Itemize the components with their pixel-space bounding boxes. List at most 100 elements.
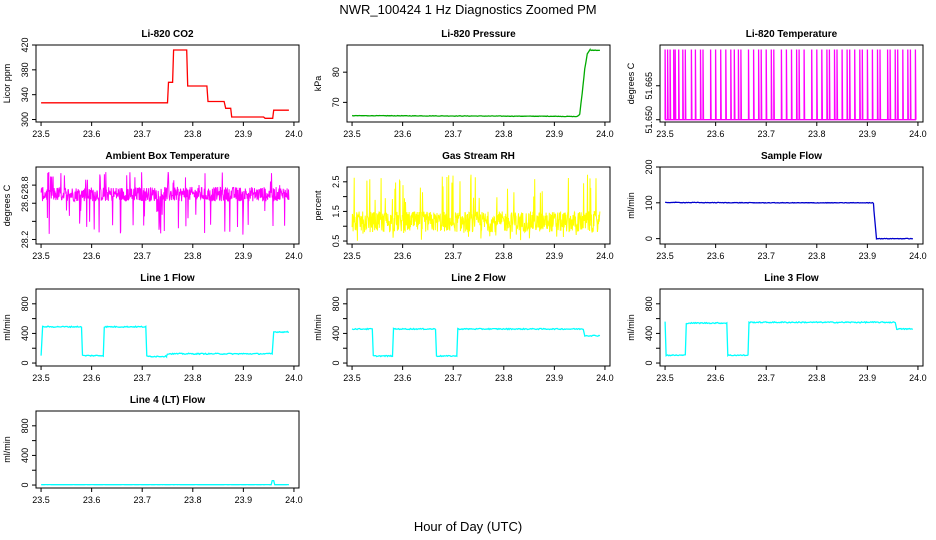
y-tick-label: 51.665 (644, 72, 654, 100)
series-line-pressure (351, 47, 600, 118)
x-tick-label: 23.6 (707, 373, 725, 383)
y-tick-label: 800 (644, 296, 654, 311)
plot-frame-co2 (35, 44, 300, 123)
y-axis-label-temperature: degrees C (626, 62, 636, 104)
series-line-line2 (351, 327, 601, 358)
x-tick-label: 23.9 (546, 129, 564, 139)
x-tick-label: 23.9 (859, 251, 877, 261)
x-tick-label: 23.8 (808, 373, 826, 383)
y-tick-label: 420 (20, 37, 30, 52)
y-tick-label: 2.5 (331, 176, 341, 189)
plot-frame-line1 (35, 288, 300, 367)
plot-frame-line4 (35, 410, 300, 489)
y-tick-label: 0 (331, 361, 341, 366)
x-tick-label: 23.7 (757, 373, 775, 383)
y-tick-label: 1.5 (331, 205, 341, 218)
x-tick-label: 23.9 (235, 129, 253, 139)
y-tick-label: 80 (331, 67, 341, 77)
y-tick-label: 0 (644, 236, 654, 241)
x-tick-label: 23.6 (394, 373, 412, 383)
y-tick-label: 340 (20, 87, 30, 102)
x-tick-label: 23.8 (184, 251, 202, 261)
y-tick-label: 0 (644, 361, 654, 366)
x-tick-label: 23.6 (707, 251, 725, 261)
y-tick-label: 400 (331, 326, 341, 341)
panel-line3: Line 3 Flow ml/min 23.5 23.6 23.7 23.8 23.9 24.… (626, 273, 927, 383)
y-tick-label: 0 (20, 361, 30, 366)
x-tick-label: 24.0 (285, 373, 303, 383)
y-tick-label: 800 (20, 418, 30, 433)
x-tick-label: 23.7 (444, 251, 462, 261)
x-tick-label: 23.6 (83, 129, 101, 139)
plot-frame-line2 (346, 288, 611, 367)
plot-frame-rh (346, 166, 611, 245)
x-tick-label: 23.7 (757, 129, 775, 139)
y-tick-label: 0 (20, 483, 30, 488)
x-tick-label: 24.0 (596, 373, 614, 383)
panel-title-co2: Li-820 CO2 (141, 29, 194, 40)
y-axis-label-line4: ml/min (2, 436, 12, 463)
panel-title-line1: Line 1 Flow (140, 273, 195, 284)
x-tick-label: 23.6 (394, 129, 412, 139)
panels: Li-820 CO2 Licor ppm 23.5 23.6 23.7 23.8 23.9 2… (2, 29, 927, 505)
y-tick-label: 400 (20, 326, 30, 341)
panel-line4: Line 4 (LT) Flow ml/min 23.5 23.6 23.7 23.8 23… (2, 395, 303, 505)
x-tick-label: 23.8 (495, 129, 513, 139)
y-tick-label: 70 (331, 97, 341, 107)
y-axis-label-line3: ml/min (626, 314, 636, 341)
x-tick-label: 23.8 (184, 129, 202, 139)
x-tick-label: 23.5 (656, 129, 674, 139)
x-tick-label: 23.8 (808, 251, 826, 261)
series-line-temperature (664, 49, 917, 121)
x-tick-label: 24.0 (285, 129, 303, 139)
x-tick-label: 24.0 (285, 495, 303, 505)
x-tick-label: 24.0 (596, 129, 614, 139)
plot-frame-pressure (346, 44, 611, 123)
y-tick-label: 0.5 (331, 235, 341, 248)
x-tick-label: 23.8 (184, 495, 202, 505)
x-tick-label: 23.8 (184, 373, 202, 383)
panel-pressure: Li-820 Pressure kPa 23.5 23.6 23.7 23.8 23.9 24… (313, 29, 614, 139)
x-tick-label: 23.5 (656, 251, 674, 261)
x-tick-label: 23.8 (495, 373, 513, 383)
x-tick-label: 23.6 (83, 251, 101, 261)
series-line-sample_flow (664, 201, 914, 240)
series-line-line1 (40, 325, 289, 359)
panel-title-temperature: Li-820 Temperature (746, 29, 838, 40)
x-tick-label: 23.6 (83, 495, 101, 505)
x-tick-label: 23.9 (235, 251, 253, 261)
panel-line1: Line 1 Flow ml/min 23.5 23.6 23.7 23.8 23.9 24.… (2, 273, 303, 383)
x-tick-label: 23.6 (707, 129, 725, 139)
panel-title-sample_flow: Sample Flow (761, 151, 822, 162)
plot-frame-sample_flow (659, 166, 924, 245)
y-axis-label-co2: Licor ppm (2, 64, 12, 104)
panel-line2: Line 2 Flow ml/min 23.5 23.6 23.7 23.8 23.9 24.… (313, 273, 614, 383)
panel-ambient: Ambient Box Temperature degrees C 23.5 23.6… (2, 151, 303, 261)
x-tick-label: 23.9 (546, 251, 564, 261)
panel-co2: Li-820 CO2 Licor ppm 23.5 23.6 23.7 23.8 23.9 2… (2, 29, 303, 139)
panel-title-rh: Gas Stream RH (442, 151, 515, 162)
y-tick-label: 51.650 (644, 106, 654, 134)
x-tick-label: 23.7 (444, 373, 462, 383)
y-axis-label-line2: ml/min (313, 314, 323, 341)
y-axis-label-ambient: degrees C (2, 184, 12, 226)
x-tick-label: 24.0 (909, 129, 927, 139)
panel-title-line2: Line 2 Flow (451, 273, 506, 284)
y-tick-label: 300 (20, 112, 30, 127)
x-tick-label: 23.5 (32, 129, 50, 139)
x-tick-label: 23.7 (133, 129, 151, 139)
panel-title-pressure: Li-820 Pressure (441, 29, 516, 40)
panel-rh: Gas Stream RH percent 23.5 23.6 23.7 23.8 23.9… (313, 151, 614, 261)
y-tick-label: 400 (644, 326, 654, 341)
y-tick-label: 28.8 (20, 176, 30, 194)
x-tick-label: 23.9 (859, 129, 877, 139)
panel-temperature: Li-820 Temperature degrees C 23.5 23.6 23.7 2… (626, 29, 927, 139)
plot-frame-ambient (35, 166, 300, 245)
x-tick-label: 24.0 (596, 251, 614, 261)
plot-frame-temperature (659, 44, 924, 123)
x-tick-label: 23.6 (394, 251, 412, 261)
panel-title-line3: Line 3 Flow (764, 273, 819, 284)
x-tick-label: 23.9 (235, 495, 253, 505)
x-tick-label: 23.5 (343, 129, 361, 139)
